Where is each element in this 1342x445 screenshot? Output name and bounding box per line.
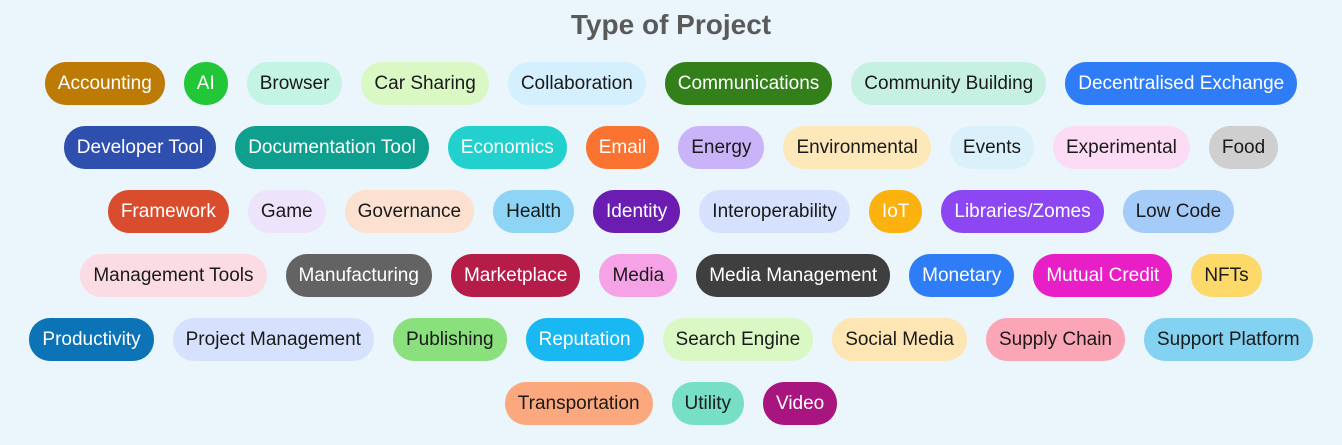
tag-reputation[interactable]: Reputation xyxy=(525,318,644,361)
tag-governance[interactable]: Governance xyxy=(344,190,475,233)
tag-row: Productivity Project Management Publishing… xyxy=(0,318,1342,361)
tag-developer-tool[interactable]: Developer Tool xyxy=(63,126,217,169)
tag-support-platform[interactable]: Support Platform xyxy=(1144,318,1313,361)
tag-energy[interactable]: Energy xyxy=(678,126,765,169)
tag-media-management[interactable]: Media Management xyxy=(696,254,891,297)
tag-libraries-zomes[interactable]: Libraries/Zomes xyxy=(941,190,1104,233)
tag-supply-chain[interactable]: Supply Chain xyxy=(985,318,1125,361)
project-type-tag-list: Accounting AI Browser Car Sharing Collaborat… xyxy=(0,62,1342,445)
tag-environmental[interactable]: Environmental xyxy=(783,126,931,169)
tag-row: Developer Tool Documentation Tool Economic… xyxy=(0,126,1342,169)
tag-row: Framework Game Governance Health Identity Int… xyxy=(0,190,1342,233)
tag-experimental[interactable]: Experimental xyxy=(1052,126,1190,169)
page-title: Type of Project xyxy=(570,9,772,40)
tag-row: Transportation Utility Video xyxy=(0,382,1342,425)
tag-marketplace[interactable]: Marketplace xyxy=(450,254,581,297)
tag-project-management[interactable]: Project Management xyxy=(172,318,374,361)
tag-interoperability[interactable]: Interoperability xyxy=(699,190,850,233)
tag-food[interactable]: Food xyxy=(1208,126,1279,169)
tag-monetary[interactable]: Monetary xyxy=(909,254,1015,297)
tag-low-code[interactable]: Low Code xyxy=(1122,190,1235,233)
tag-framework[interactable]: Framework xyxy=(107,190,229,233)
tag-email[interactable]: Email xyxy=(585,126,660,169)
tag-communications[interactable]: Communications xyxy=(664,62,833,105)
tag-events[interactable]: Events xyxy=(949,126,1034,169)
tag-identity[interactable]: Identity xyxy=(593,190,681,233)
tag-economics[interactable]: Economics xyxy=(447,126,567,169)
tag-mutual-credit[interactable]: Mutual Credit xyxy=(1033,254,1173,297)
tag-documentation-tool[interactable]: Documentation Tool xyxy=(235,126,429,169)
tag-game[interactable]: Game xyxy=(247,190,326,233)
tag-ai[interactable]: AI xyxy=(183,62,228,105)
tag-transportation[interactable]: Transportation xyxy=(504,382,653,425)
tag-management-tools[interactable]: Management Tools xyxy=(80,254,267,297)
tag-accounting[interactable]: Accounting xyxy=(44,62,165,105)
tag-utility[interactable]: Utility xyxy=(671,382,744,425)
tag-collaboration[interactable]: Collaboration xyxy=(507,62,646,105)
tag-community-building[interactable]: Community Building xyxy=(851,62,1047,105)
tag-nfts[interactable]: NFTs xyxy=(1191,254,1262,297)
tag-health[interactable]: Health xyxy=(493,190,575,233)
tag-browser[interactable]: Browser xyxy=(246,62,343,105)
tag-search-engine[interactable]: Search Engine xyxy=(662,318,814,361)
tag-media[interactable]: Media xyxy=(599,254,678,297)
tag-iot[interactable]: IoT xyxy=(868,190,923,233)
tag-publishing[interactable]: Publishing xyxy=(392,318,507,361)
tag-manufacturing[interactable]: Manufacturing xyxy=(285,254,432,297)
tag-video[interactable]: Video xyxy=(763,382,838,425)
tag-social-media[interactable]: Social Media xyxy=(832,318,967,361)
tag-car-sharing[interactable]: Car Sharing xyxy=(361,62,489,105)
tag-row: Management Tools Manufacturing Marketplace… xyxy=(0,254,1342,297)
tag-productivity[interactable]: Productivity xyxy=(29,318,154,361)
tag-decentralised-exchange[interactable]: Decentralised Exchange xyxy=(1065,62,1298,105)
tag-row: Accounting AI Browser Car Sharing Collaborat… xyxy=(0,62,1342,105)
